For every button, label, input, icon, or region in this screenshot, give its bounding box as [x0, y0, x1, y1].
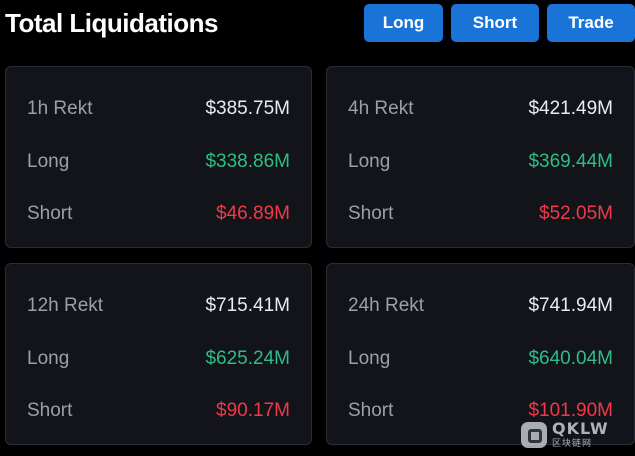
liquidation-card-24h: 24h Rekt $741.94M Long $640.04M Short $1…: [326, 263, 635, 445]
long-row: Long $338.86M: [27, 149, 290, 175]
liquidations-grid: 1h Rekt $385.75M Long $338.86M Short $46…: [5, 66, 635, 447]
total-row: 24h Rekt $741.94M: [348, 293, 613, 319]
short-value: $101.90M: [528, 400, 613, 421]
long-row: Long $369.44M: [348, 149, 613, 175]
trade-button[interactable]: Trade: [547, 4, 635, 42]
short-button[interactable]: Short: [451, 4, 539, 42]
page-title: Total Liquidations: [5, 8, 218, 38]
long-label: Long: [27, 348, 70, 369]
total-value: $421.49M: [528, 98, 613, 119]
short-value: $46.89M: [216, 203, 290, 224]
short-label: Short: [27, 400, 73, 421]
total-value: $715.41M: [205, 295, 290, 316]
total-value: $741.94M: [528, 295, 613, 316]
long-value: $640.04M: [528, 348, 613, 369]
long-value: $338.86M: [205, 151, 290, 172]
long-label: Long: [348, 348, 391, 369]
liquidation-card-1h: 1h Rekt $385.75M Long $338.86M Short $46…: [5, 66, 312, 248]
short-row: Short $101.90M: [348, 398, 613, 424]
short-row: Short $52.05M: [348, 201, 613, 227]
short-value: $52.05M: [539, 203, 613, 224]
total-row: 1h Rekt $385.75M: [27, 96, 290, 122]
short-value: $90.17M: [216, 400, 290, 421]
long-value: $369.44M: [528, 151, 613, 172]
qklw-logo-icon: [521, 422, 547, 448]
watermark-brand: QKLW: [552, 419, 609, 438]
short-row: Short $46.89M: [27, 201, 290, 227]
liquidation-card-4h: 4h Rekt $421.49M Long $369.44M Short $52…: [326, 66, 635, 248]
watermark-text: QKLW 区块链网: [552, 421, 609, 449]
period-label: 1h Rekt: [27, 98, 93, 119]
short-row: Short $90.17M: [27, 398, 290, 424]
long-button[interactable]: Long: [364, 4, 443, 42]
period-label: 24h Rekt: [348, 295, 425, 316]
liquidation-card-12h: 12h Rekt $715.41M Long $625.24M Short $9…: [5, 263, 312, 445]
long-row: Long $640.04M: [348, 346, 613, 372]
long-row: Long $625.24M: [27, 346, 290, 372]
total-row: 4h Rekt $421.49M: [348, 96, 613, 122]
period-label: 12h Rekt: [27, 295, 104, 316]
header-actions: Long Short Trade: [364, 4, 635, 42]
long-value: $625.24M: [205, 348, 290, 369]
short-label: Short: [348, 400, 394, 421]
period-label: 4h Rekt: [348, 98, 414, 119]
short-label: Short: [348, 203, 394, 224]
watermark-sub: 区块链网: [552, 439, 593, 449]
watermark: QKLW 区块链网: [521, 418, 629, 452]
long-label: Long: [27, 151, 70, 172]
total-row: 12h Rekt $715.41M: [27, 293, 290, 319]
short-label: Short: [27, 203, 73, 224]
long-label: Long: [348, 151, 391, 172]
total-value: $385.75M: [205, 98, 290, 119]
